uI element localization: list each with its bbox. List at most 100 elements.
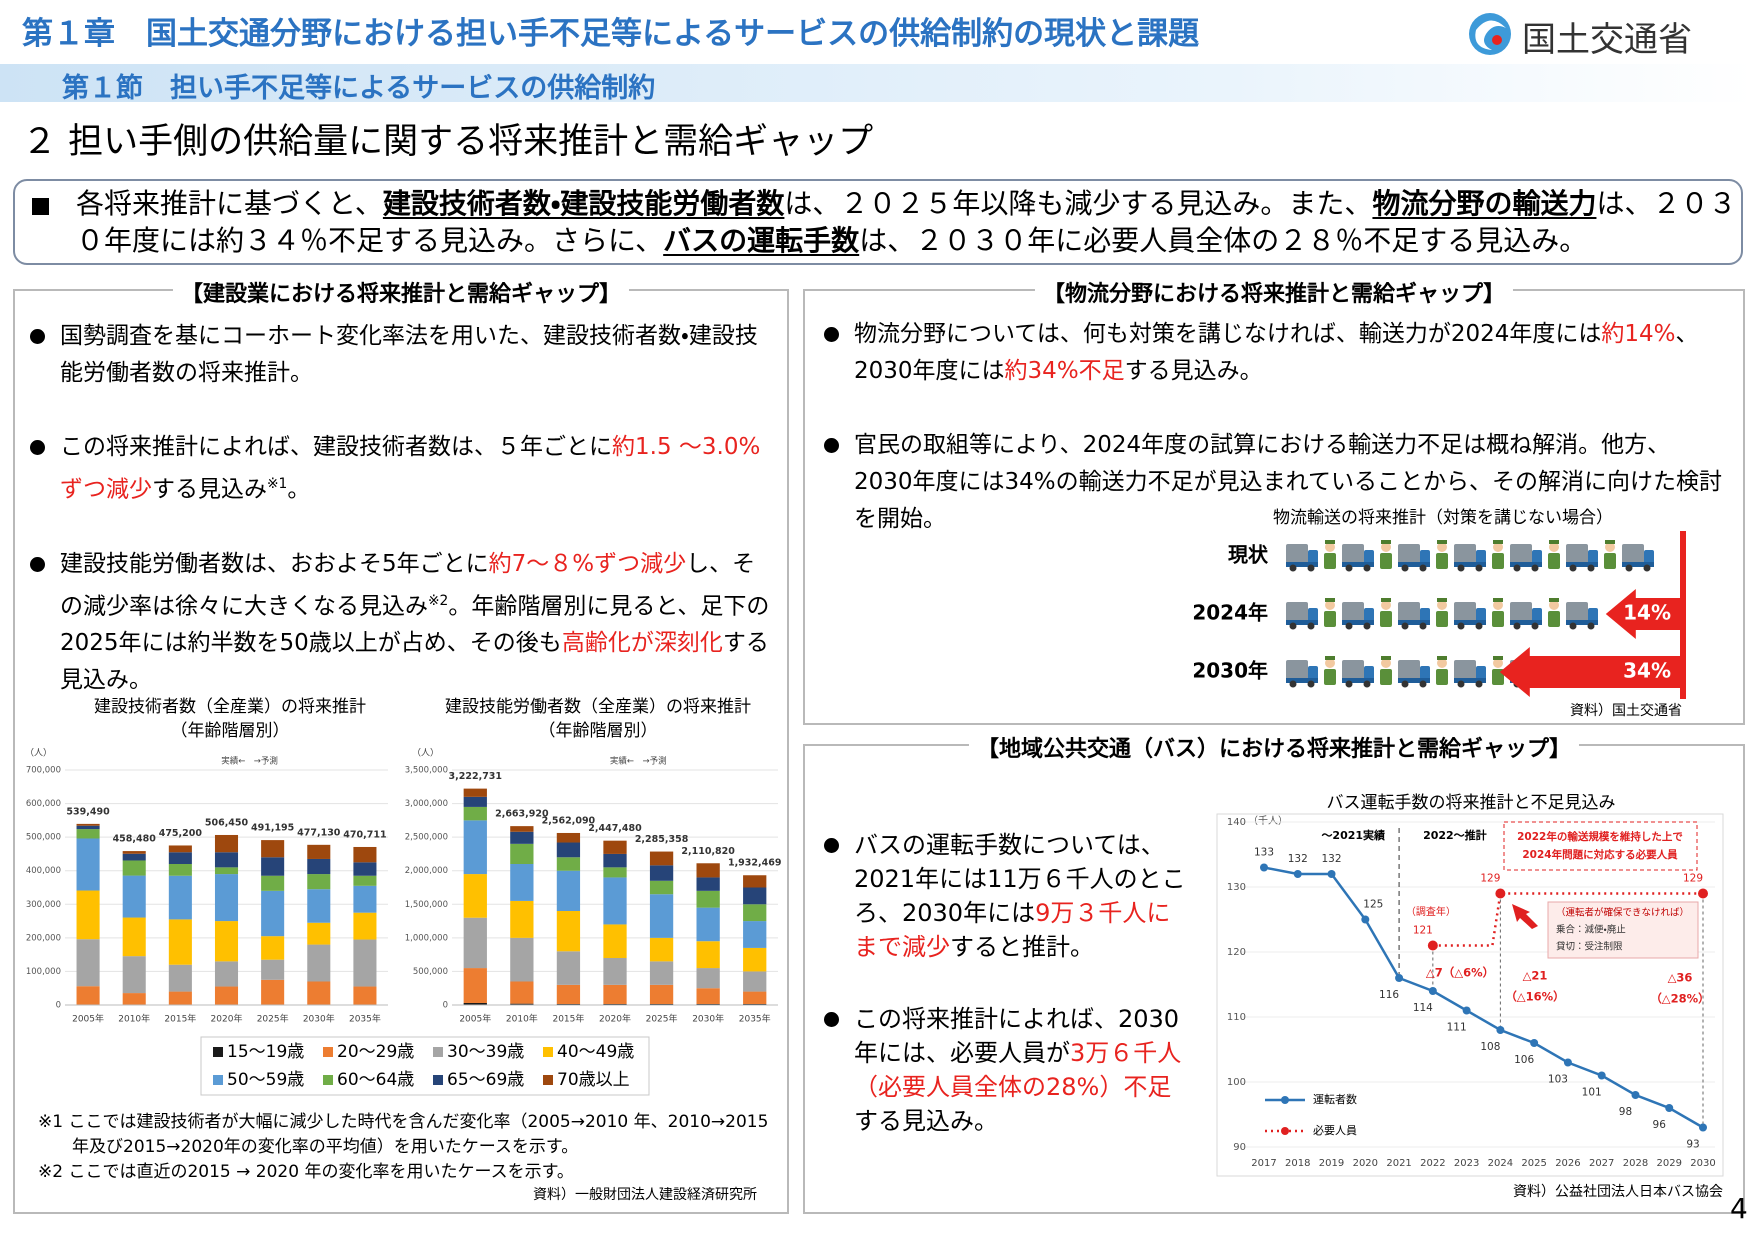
truck-base xyxy=(1510,562,1542,567)
driver-cap xyxy=(1493,540,1503,544)
truck-icon xyxy=(1286,602,1318,630)
logo-circle xyxy=(1469,13,1511,55)
legend-swatch xyxy=(213,1047,223,1057)
text-run: 各将来推計に基づくと、 xyxy=(76,187,383,220)
bar-segment xyxy=(122,860,146,876)
bar-segment xyxy=(353,846,377,863)
truck-cab xyxy=(1532,608,1542,622)
text-run: は、２０３０年に必要人員全体の２８％不足する見込み。 xyxy=(859,224,1588,257)
total-label: 539,490 xyxy=(66,806,110,817)
driver-icon xyxy=(1324,540,1336,569)
data-label: 114 xyxy=(1413,1002,1433,1014)
bar-segment xyxy=(76,939,100,987)
text-run: 9万３千人にまで減少 xyxy=(854,899,1171,961)
driver-icon xyxy=(1548,540,1560,569)
legend-swatch xyxy=(213,1075,223,1085)
bar-segment xyxy=(76,986,100,1005)
truck-base xyxy=(1342,562,1374,567)
text-run: 。 xyxy=(287,476,311,503)
driver-icon xyxy=(1604,540,1616,569)
data-label: 121 xyxy=(1413,925,1433,937)
shortage-arrow xyxy=(1499,647,1680,697)
bar-segment xyxy=(696,863,720,878)
x-tick-label: 2025年 xyxy=(257,1013,289,1025)
driver-cap xyxy=(1437,656,1447,660)
driver-cap xyxy=(1493,598,1503,602)
driver-head xyxy=(1437,600,1447,610)
bar-segment xyxy=(556,832,581,843)
bar-segment xyxy=(353,912,377,940)
bar-segment xyxy=(510,981,534,1004)
annotation: △7（△6%） xyxy=(1426,966,1494,980)
truck-cab xyxy=(1308,550,1318,564)
bar-segment xyxy=(353,875,377,886)
y-tick-label: 1,000,000 xyxy=(405,933,448,943)
data-label: 116 xyxy=(1379,989,1399,1001)
driver-body xyxy=(1492,611,1504,627)
truck-wheel xyxy=(1457,680,1465,688)
legend-label: 20～29歳 xyxy=(337,1042,414,1062)
bar-segment xyxy=(214,867,239,875)
bar-segment xyxy=(649,851,674,866)
summary-marker xyxy=(32,198,49,215)
bar-segment xyxy=(743,875,767,888)
y-tick-label: 400,000 xyxy=(26,866,61,876)
driver-head xyxy=(1325,658,1335,668)
bullet: この将来推計によれば、建設技術者数は、５年ごとに約1.5 ～3.0%ずつ減少する… xyxy=(28,429,776,509)
bar-segment xyxy=(603,1003,627,1005)
y-tick-label: 90 xyxy=(1233,1142,1246,1153)
truck-icon xyxy=(1342,660,1374,688)
panel-heading: 【物流分野における将来推計と需給ギャップ】 xyxy=(1034,276,1514,308)
shortage-label: 34% xyxy=(1623,659,1671,683)
annotation: （△16%） xyxy=(1505,990,1564,1004)
logo-swirl xyxy=(1475,20,1506,50)
bar-segment xyxy=(168,919,192,965)
truck-icon xyxy=(1566,602,1598,630)
shortage-arrow xyxy=(1605,589,1680,639)
bullet-dot xyxy=(824,838,839,853)
text-run: 、2030年度には xyxy=(854,321,1699,384)
note-box xyxy=(1503,821,1698,871)
driver-icon xyxy=(1492,656,1504,685)
driver-head xyxy=(1549,542,1559,552)
truck-wheel xyxy=(1419,680,1427,688)
bar-segment xyxy=(168,875,192,920)
truck-wheel xyxy=(1401,680,1409,688)
driver-body xyxy=(1324,611,1336,627)
truck-cargo xyxy=(1566,602,1588,622)
bar-segment xyxy=(556,857,581,871)
chapter-title: 第１章 国土交通分野における担い手不足等によるサービスの供給制約の現状と課題 xyxy=(22,16,1200,52)
data-label: 103 xyxy=(1548,1074,1568,1086)
driver-cap xyxy=(1549,598,1559,602)
truck-wheel xyxy=(1289,564,1297,572)
truck-wheel xyxy=(1475,564,1483,572)
text-run: 約34%不足 xyxy=(1004,358,1125,384)
total-label: 470,711 xyxy=(343,829,386,840)
x-tick-label: 2017 xyxy=(1251,1158,1276,1169)
total-label: 2,110,820 xyxy=(681,846,735,857)
note-arrow xyxy=(1512,904,1538,929)
y-tick-label: 3,000,000 xyxy=(405,799,448,809)
bar-segment xyxy=(353,939,377,987)
section-title: 第１節 担い手不足等によるサービスの供給制約 xyxy=(62,73,656,104)
truck-cab xyxy=(1420,666,1430,680)
bar-segment xyxy=(743,921,767,948)
point xyxy=(1361,915,1370,924)
text-run: 3万６千人（必要人員全体の28%）不足 xyxy=(854,1039,1182,1101)
logistics-bullets: 物流分野については、何も対策を講じなければ、輸送力が2024年度には約14%、2… xyxy=(822,316,1727,575)
x-tick-label: 2028 xyxy=(1623,1158,1648,1169)
driver-head xyxy=(1325,542,1335,552)
driver-body xyxy=(1324,669,1336,685)
bar-segment xyxy=(122,875,146,918)
bar-segment xyxy=(603,958,627,985)
x-tick-label: 2023 xyxy=(1454,1158,1479,1169)
truck-cab xyxy=(1364,550,1374,564)
shortage-rail xyxy=(1680,531,1686,699)
driver-body xyxy=(1492,553,1504,569)
driver-icon xyxy=(1548,598,1560,627)
x-tick-label: 2030年 xyxy=(692,1013,724,1025)
y-tick-label: 600,000 xyxy=(26,799,61,809)
text-run: 物流分野の輸送力 xyxy=(1372,187,1597,220)
truck-wheel xyxy=(1513,564,1521,572)
bar-segment xyxy=(743,904,767,922)
